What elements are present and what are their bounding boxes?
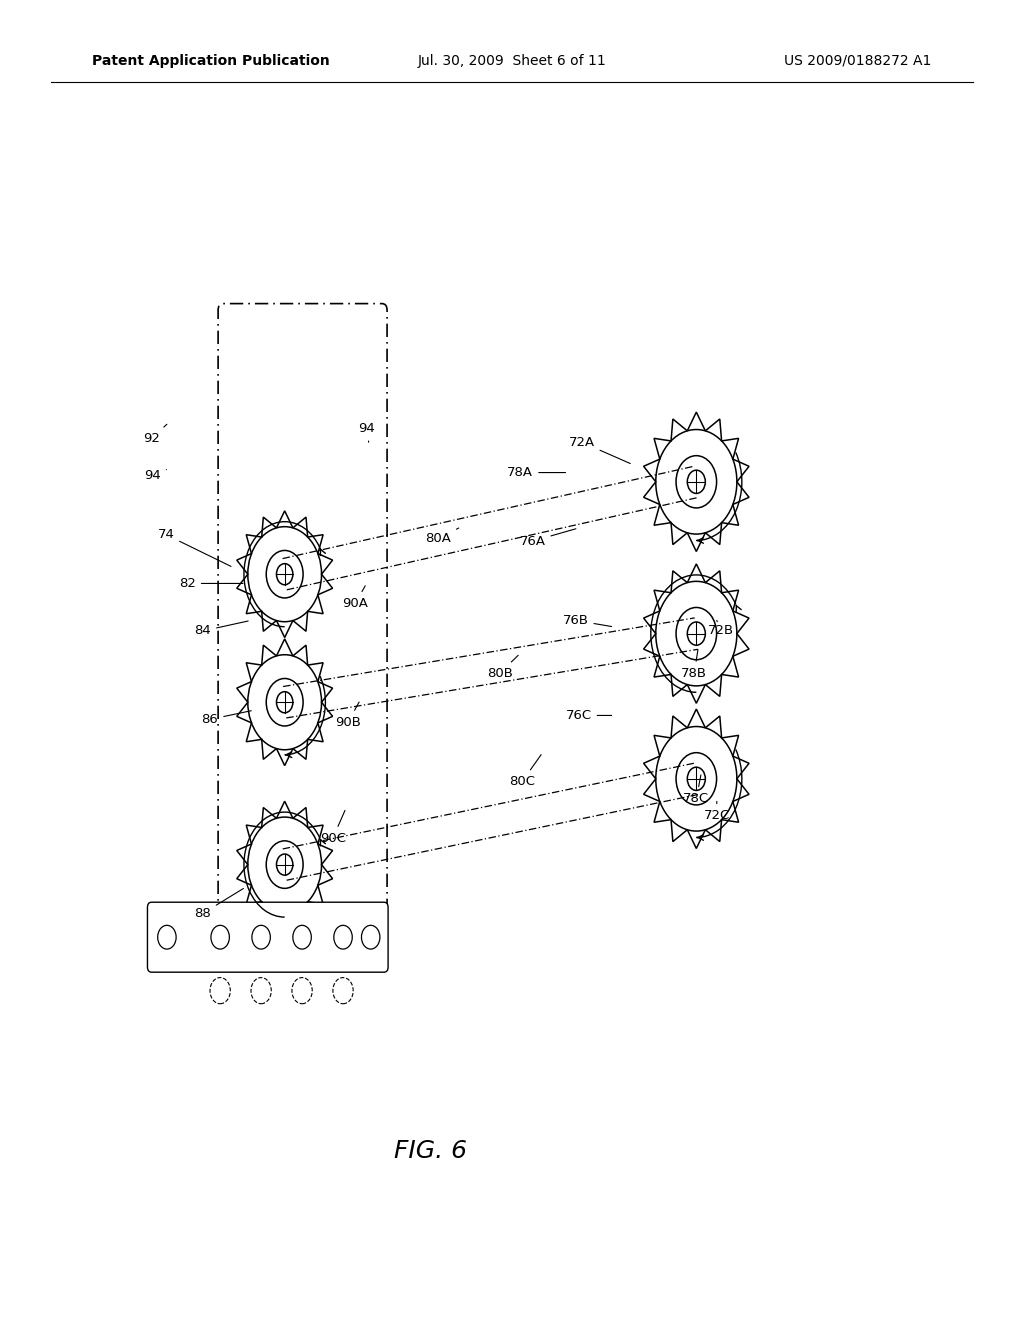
Text: 78B: 78B [681,649,708,680]
Text: 76B: 76B [562,614,611,627]
Circle shape [687,622,706,645]
Text: 80B: 80B [486,655,518,680]
Text: 78A: 78A [507,466,565,479]
Text: 94: 94 [358,422,375,442]
Text: 80A: 80A [425,528,459,545]
Text: 80C: 80C [509,755,541,788]
Text: US 2009/0188272 A1: US 2009/0188272 A1 [784,54,932,67]
Circle shape [276,692,293,713]
Text: 90B: 90B [335,702,361,729]
Circle shape [276,854,293,875]
Text: 88: 88 [195,888,244,920]
Text: 90A: 90A [342,586,369,610]
Circle shape [687,470,706,494]
Circle shape [276,564,293,585]
Text: 94: 94 [144,469,166,482]
Text: 74: 74 [158,528,231,566]
Text: Jul. 30, 2009  Sheet 6 of 11: Jul. 30, 2009 Sheet 6 of 11 [418,54,606,67]
Text: 84: 84 [195,620,248,638]
Text: 72A: 72A [568,436,631,463]
Circle shape [687,767,706,791]
Text: 90C: 90C [319,810,346,845]
Text: FIG. 6: FIG. 6 [393,1139,467,1163]
Text: 78C: 78C [683,775,710,805]
Text: 76C: 76C [565,709,611,722]
Text: 72B: 72B [708,620,734,638]
Text: Patent Application Publication: Patent Application Publication [92,54,330,67]
Text: 82: 82 [179,577,243,590]
FancyBboxPatch shape [147,903,388,972]
Text: 86: 86 [202,710,251,726]
Text: 76A: 76A [519,529,575,548]
Text: 92: 92 [143,424,167,445]
Text: 72C: 72C [703,801,730,822]
